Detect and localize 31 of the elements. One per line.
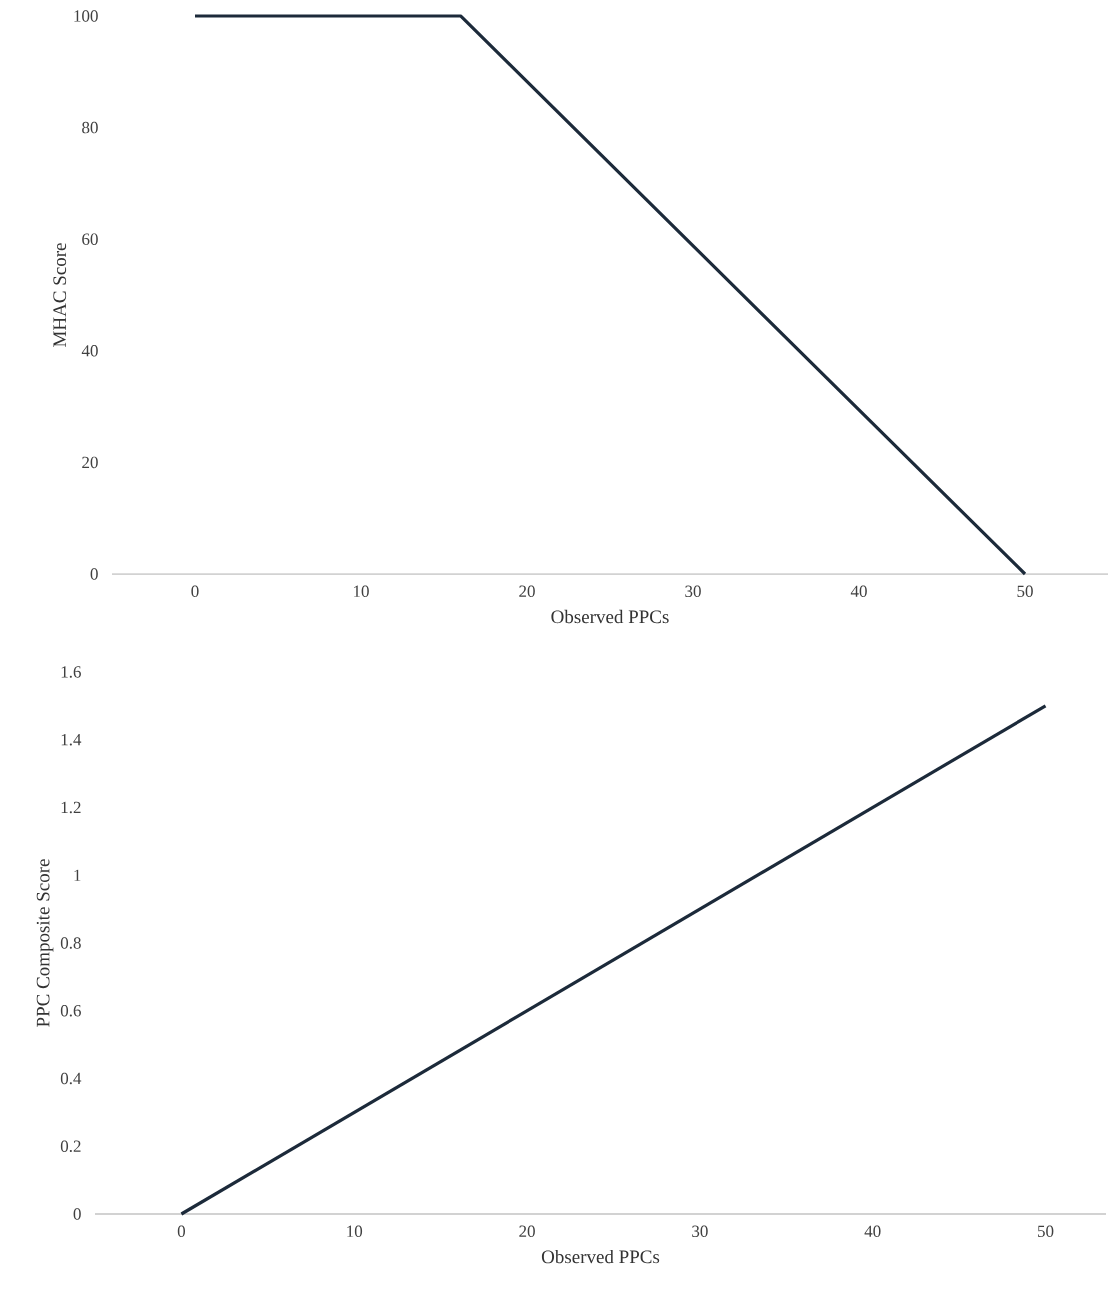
y-tick-label: 40 — [81, 345, 98, 357]
y-tick-label: 80 — [82, 121, 98, 134]
x-tick-label: 40 — [850, 585, 867, 597]
y-tick-label: 0.4 — [60, 1072, 82, 1085]
y-tick-label: 0.2 — [60, 1140, 81, 1153]
y-tick-label: 60 — [82, 233, 98, 245]
x-tick-label: 50 — [1017, 585, 1033, 597]
x-tick-label: 50 — [1038, 1225, 1054, 1238]
x-tick-label: 20 — [519, 1225, 535, 1238]
y-tick-label: 0.8 — [60, 937, 81, 949]
y-axis-title: MHAC Score — [53, 243, 67, 347]
x-tick-label: 40 — [864, 1225, 881, 1238]
x-tick-label: 10 — [347, 1225, 363, 1238]
x-axis-title: Observed PPCs — [551, 609, 669, 624]
y-tick-label: 1.4 — [61, 734, 82, 746]
y-tick-label: 0.6 — [60, 1004, 81, 1017]
y-tick-label: 0 — [73, 1208, 81, 1220]
y-axis-title: PPC Composite Score — [36, 859, 54, 1027]
x-tick-label: 30 — [685, 585, 701, 597]
y-tick-label: 20 — [82, 456, 98, 469]
y-tick-label: 1.6 — [61, 666, 81, 678]
x-tick-label: 0 — [177, 1225, 186, 1238]
x-tick-label: 0 — [191, 585, 199, 597]
x-axis-title: Observed PPCs — [541, 1249, 660, 1264]
y-tick-label: 100 — [74, 10, 98, 22]
x-tick-label: 30 — [692, 1225, 708, 1238]
x-tick-label: 20 — [519, 585, 535, 597]
x-tick-label: 10 — [353, 585, 369, 597]
y-tick-label: 1 — [74, 869, 81, 881]
y-tick-label: 1.2 — [61, 801, 81, 814]
y-tick-label: 0 — [90, 568, 98, 580]
